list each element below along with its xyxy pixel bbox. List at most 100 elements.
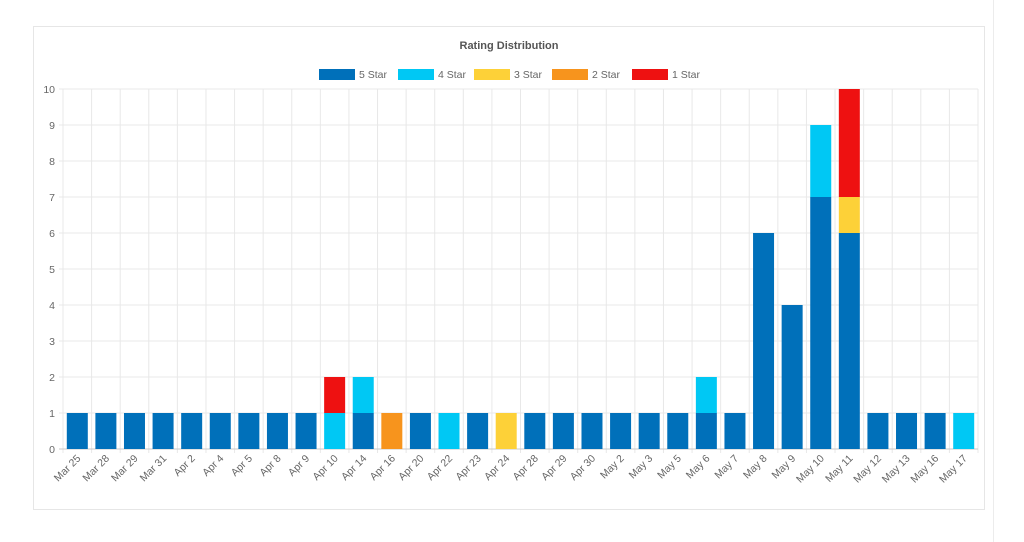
legend-swatch <box>552 69 588 80</box>
bar-segment-4-star[interactable] <box>953 413 975 449</box>
bar-segment-4-star[interactable] <box>352 377 374 413</box>
x-tick-label: Apr 2 <box>172 453 198 479</box>
x-tick-label: Apr 29 <box>539 453 569 483</box>
x-tick-label: Mar 25 <box>52 453 84 485</box>
legend-item-4-star[interactable]: 4 Star <box>398 69 467 81</box>
bar-segment-5-star[interactable] <box>867 413 889 449</box>
legend-label: 4 Star <box>438 69 467 81</box>
legend-swatch <box>319 69 355 80</box>
x-tick-label: Apr 23 <box>453 453 483 483</box>
bar-segment-3-star[interactable] <box>495 413 517 449</box>
legend-item-2-star[interactable]: 2 Star <box>552 69 621 81</box>
bar-segment-3-star[interactable] <box>838 197 860 233</box>
x-tick-label: Apr 4 <box>200 453 226 479</box>
x-tick-label: Apr 5 <box>229 453 255 479</box>
x-tick-label: May 12 <box>851 453 884 486</box>
bar-segment-5-star[interactable] <box>896 413 918 449</box>
legend-label: 3 Star <box>514 69 543 81</box>
legend-swatch <box>474 69 510 80</box>
bar-segment-5-star[interactable] <box>581 413 603 449</box>
bar-segment-5-star[interactable] <box>810 197 832 449</box>
legend-label: 1 Star <box>672 69 701 81</box>
bar-segment-4-star[interactable] <box>324 413 346 449</box>
legend-swatch <box>398 69 434 80</box>
bar-segment-5-star[interactable] <box>238 413 260 449</box>
bar-segment-5-star[interactable] <box>781 305 803 449</box>
x-tick-label: May 17 <box>937 453 970 486</box>
bar-segment-4-star[interactable] <box>810 125 832 197</box>
legend-label: 2 Star <box>592 69 621 81</box>
bar-segment-1-star[interactable] <box>324 377 346 413</box>
bar-segment-5-star[interactable] <box>352 413 374 449</box>
x-tick-label: May 2 <box>598 453 627 482</box>
y-tick-label: 1 <box>49 408 55 420</box>
bar-segment-5-star[interactable] <box>409 413 431 449</box>
y-tick-label: 10 <box>43 84 55 96</box>
x-tick-label: May 11 <box>823 453 855 485</box>
bar-segment-5-star[interactable] <box>695 413 717 449</box>
x-tick-label: May 6 <box>684 453 713 482</box>
legend-item-1-star[interactable]: 1 Star <box>632 69 701 81</box>
x-tick-label: Apr 22 <box>425 453 455 483</box>
bar-segment-4-star[interactable] <box>695 377 717 413</box>
x-tick-label: May 5 <box>655 453 684 482</box>
bar-segment-5-star[interactable] <box>209 413 231 449</box>
x-tick-label: Apr 28 <box>511 453 541 483</box>
x-tick-label: Apr 30 <box>568 453 598 483</box>
y-tick-label: 8 <box>49 156 55 168</box>
bar-segment-5-star[interactable] <box>753 233 775 449</box>
legend-item-3-star[interactable]: 3 Star <box>474 69 543 81</box>
bar-segment-5-star[interactable] <box>66 413 88 449</box>
bar-segment-5-star[interactable] <box>924 413 946 449</box>
x-tick-label: May 3 <box>627 453 656 482</box>
y-tick-label: 0 <box>49 444 55 456</box>
x-tick-label: Apr 24 <box>482 453 512 483</box>
legend-swatch <box>632 69 668 80</box>
y-tick-label: 9 <box>49 120 55 132</box>
y-tick-label: 5 <box>49 264 55 276</box>
x-tick-label: Apr 9 <box>286 453 312 479</box>
bar-segment-5-star[interactable] <box>95 413 117 449</box>
bar-segment-5-star[interactable] <box>467 413 489 449</box>
bar-segment-5-star[interactable] <box>295 413 317 449</box>
bar-segment-5-star[interactable] <box>152 413 174 449</box>
bar-segment-1-star[interactable] <box>838 89 860 197</box>
bar-segment-5-star[interactable] <box>638 413 660 449</box>
legend-item-5-star[interactable]: 5 Star <box>319 69 388 81</box>
x-tick-label: May 10 <box>794 453 827 486</box>
bar-series <box>66 89 975 449</box>
bar-segment-5-star[interactable] <box>266 413 288 449</box>
x-tick-label: May 13 <box>880 453 913 486</box>
chart-title: Rating Distribution <box>460 40 559 52</box>
x-tick-label: Apr 14 <box>339 453 369 483</box>
x-tick-label: Apr 10 <box>310 453 340 483</box>
x-tick-label: May 16 <box>908 453 941 486</box>
y-tick-label: 2 <box>49 372 55 384</box>
y-tick-label: 6 <box>49 228 55 240</box>
x-tick-label: Apr 16 <box>368 453 398 483</box>
y-tick-label: 4 <box>49 300 55 312</box>
x-tick-label: May 8 <box>741 453 770 482</box>
x-tick-label: Mar 29 <box>109 453 141 485</box>
bar-segment-5-star[interactable] <box>610 413 632 449</box>
x-tick-label: May 7 <box>712 453 741 482</box>
bar-segment-5-star[interactable] <box>524 413 546 449</box>
bar-segment-2-star[interactable] <box>381 413 403 449</box>
x-tick-label: Mar 31 <box>138 453 170 485</box>
bar-segment-4-star[interactable] <box>438 413 460 449</box>
x-tick-label: Apr 20 <box>396 453 426 483</box>
bar-segment-5-star[interactable] <box>838 233 860 449</box>
bar-segment-5-star[interactable] <box>667 413 689 449</box>
bar-segment-5-star[interactable] <box>724 413 746 449</box>
chart-legend[interactable]: 5 Star 4 Star 3 Star 2 Star 1 Star <box>319 69 701 81</box>
y-tick-label: 3 <box>49 336 55 348</box>
legend-label: 5 Star <box>359 69 388 81</box>
x-tick-label: Apr 8 <box>257 453 283 479</box>
x-tick-label: Mar 28 <box>80 453 112 485</box>
bar-segment-5-star[interactable] <box>552 413 574 449</box>
y-tick-label: 7 <box>49 192 55 204</box>
bar-segment-5-star[interactable] <box>181 413 203 449</box>
bar-segment-5-star[interactable] <box>123 413 145 449</box>
